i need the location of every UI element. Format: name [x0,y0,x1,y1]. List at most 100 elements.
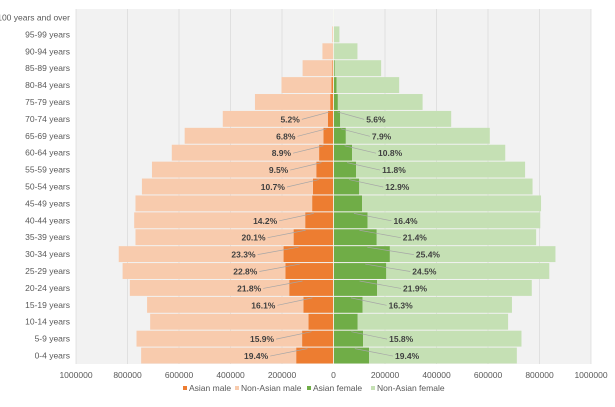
bar-non-asian-male [172,145,319,161]
bar-non-asian-female [335,60,381,76]
bar-non-asian-male [281,77,331,93]
bar-asian-male [305,212,333,228]
data-label-asian-male: 22.8% [233,267,258,277]
bar-asian-male [330,94,333,110]
data-label-asian-female: 25.4% [416,250,441,260]
x-tick-label: 400000 [422,370,451,380]
bar-asian-male [316,162,333,178]
category-label: 90-94 years [25,46,70,56]
bar-asian-female [334,94,338,110]
bar-non-asian-female [363,331,521,347]
legend-swatch [235,386,239,390]
bar-non-asian-male [303,60,333,76]
category-label: 85-89 years [25,63,70,73]
legend-label: Asian male [189,383,231,393]
data-label-asian-female: 16.3% [389,300,414,310]
data-label-asian-female: 7.9% [372,131,392,141]
bar-asian-female [334,77,337,93]
x-tick-label: 200000 [268,370,297,380]
category-label: 60-64 years [25,148,70,158]
category-label: 55-59 years [25,165,70,175]
legend-swatch [183,386,187,390]
bar-non-asian-female [377,229,536,245]
data-label-asian-female: 19.4% [395,351,420,361]
category-label: 10-14 years [25,317,70,327]
data-label-asian-male: 23.3% [231,250,256,260]
bar-asian-female [334,229,377,245]
data-label-asian-male: 19.4% [244,351,269,361]
x-tick-label: 1000000 [574,370,607,380]
bar-non-asian-female [338,94,423,110]
data-label-asian-male: 15.9% [250,334,275,344]
bar-non-asian-female [334,26,340,42]
data-label-asian-male: 9.5% [269,165,289,175]
bar-asian-female [334,246,390,262]
bar-non-asian-male [142,179,313,195]
category-label: 40-44 years [25,215,70,225]
category-label: 0-4 years [35,351,70,361]
data-label-asian-female: 16.4% [393,216,418,226]
x-tick-label: 600000 [165,370,194,380]
x-tick-label: 200000 [371,370,400,380]
bar-non-asian-female [340,111,451,127]
bar-asian-male [312,195,333,211]
data-label-asian-male: 5.2% [280,114,300,124]
bar-non-asian-female [334,43,357,59]
bar-asian-female [334,128,346,144]
bar-asian-female [334,195,363,211]
x-tick-label: 400000 [216,370,245,380]
bar-non-asian-male [185,128,324,144]
data-label-asian-male: 14.2% [253,216,278,226]
x-tick-label: 1000000 [59,370,92,380]
bar-asian-male [328,111,334,127]
x-tick-label: 600000 [474,370,503,380]
category-label: 5-9 years [35,334,70,344]
legend-swatch [307,386,311,390]
data-label-asian-female: 11.8% [382,165,406,175]
x-tick-label: 800000 [525,370,554,380]
category-label: 30-34 years [25,249,70,259]
bar-non-asian-female [386,263,549,279]
category-label: 80-84 years [25,80,70,90]
data-label-asian-male: 20.1% [241,233,266,243]
bar-non-asian-male [322,43,333,59]
data-label-asian-female: 15.8% [389,334,414,344]
bar-non-asian-female [377,280,532,296]
data-label-asian-male: 6.8% [276,131,296,141]
data-label-asian-male: 8.9% [272,148,292,158]
legend-label: Non-Asian male [241,383,302,393]
data-label-asian-male: 10.7% [261,182,286,192]
category-label: 35-39 years [25,232,70,242]
bar-asian-female [334,263,387,279]
x-tick-label: 0 [331,370,336,380]
legend-label: Non-Asian female [377,383,445,393]
bar-non-asian-female [390,246,556,262]
bar-non-asian-male [135,195,312,211]
bar-non-asian-female [358,314,508,330]
bar-non-asian-male [150,314,308,330]
bar-asian-male [323,128,333,144]
category-label: 50-54 years [25,182,70,192]
bar-non-asian-female [362,195,541,211]
x-tick-label: 800000 [113,370,142,380]
bar-asian-female [334,280,378,296]
bar-asian-female [334,111,341,127]
bar-asian-female [334,314,358,330]
category-label: 65-69 years [25,131,70,141]
category-label: 100 years and over [0,12,70,22]
data-label-asian-female: 21.9% [403,283,428,293]
bar-asian-male [303,297,333,313]
bar-asian-male [302,331,333,347]
data-label-asian-male: 21.8% [237,283,262,293]
data-label-asian-female: 10.8% [378,148,403,158]
bar-non-asian-male [134,212,305,228]
data-label-asian-female: 24.5% [412,267,437,277]
category-label: 45-49 years [25,198,70,208]
category-label: 75-79 years [25,97,70,107]
data-label-asian-female: 5.6% [366,114,386,124]
legend-swatch [371,386,375,390]
bar-asian-male [319,145,333,161]
category-label: 95-99 years [25,29,70,39]
bar-non-asian-female [337,77,400,93]
